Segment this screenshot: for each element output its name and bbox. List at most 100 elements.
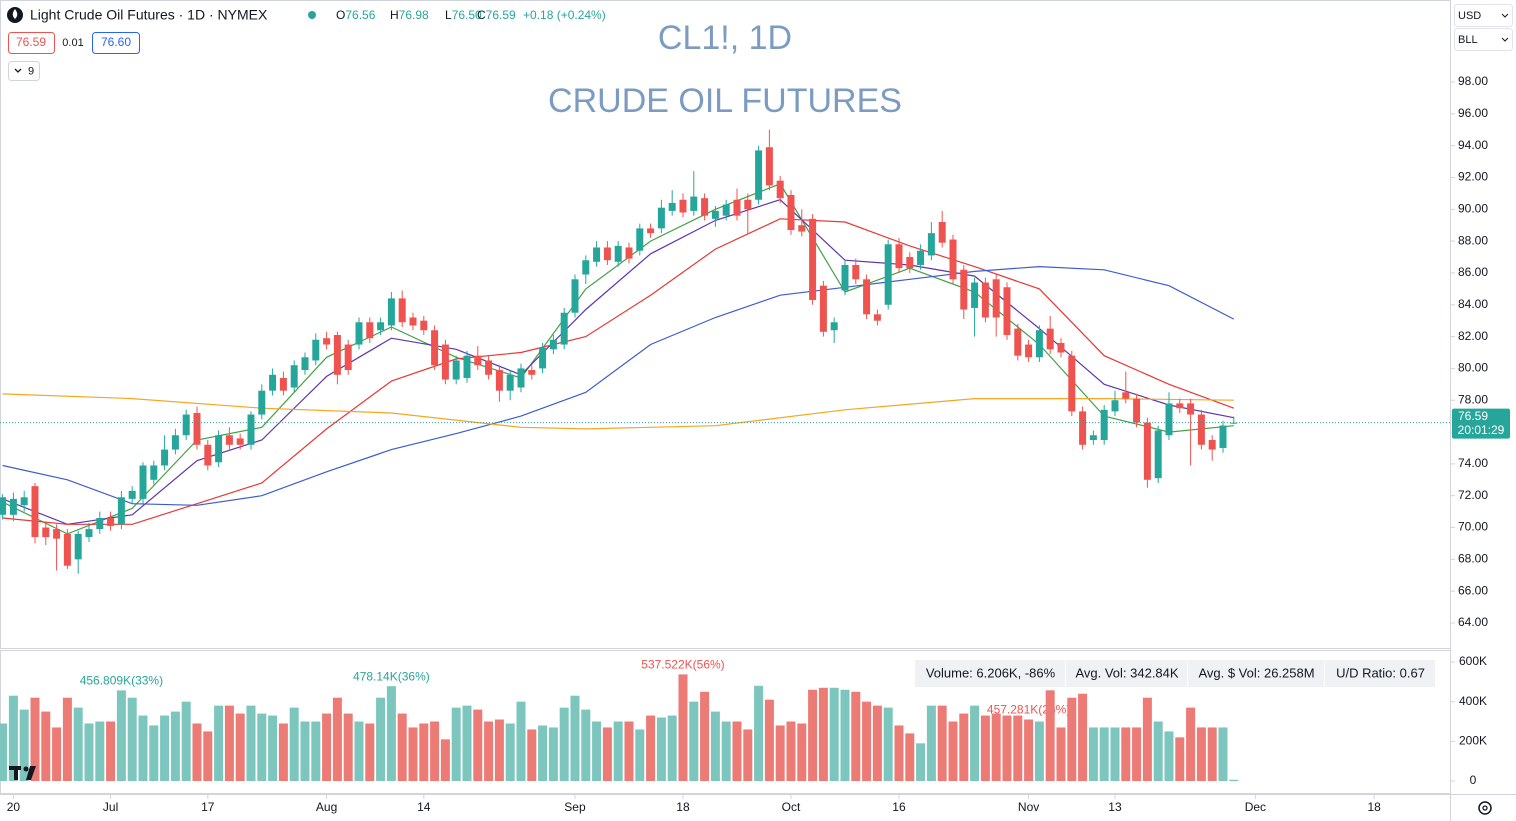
volume-stat-box [915, 660, 1065, 687]
volume-bar [8, 695, 18, 781]
volume-bar [1207, 727, 1217, 781]
volume-stat-box [1066, 660, 1187, 687]
spread: 0.01 [62, 37, 83, 49]
candle-body [107, 517, 115, 526]
volume-bar [559, 707, 569, 781]
unit-select[interactable] [1454, 28, 1513, 51]
volume-bar [19, 709, 29, 781]
volume-bar [764, 699, 774, 781]
candle-body [744, 199, 752, 210]
candle-body [582, 260, 590, 275]
y-tick-label: 68.00 [1458, 552, 1488, 566]
ohlc-low: L76.50 [445, 8, 482, 22]
volume-bar [1142, 697, 1152, 781]
candle-body [387, 298, 395, 326]
candle-body [549, 339, 557, 350]
candle-body [863, 279, 871, 315]
volume-label: 456.809K(33%) [80, 674, 163, 688]
volume-bar [581, 709, 591, 781]
candle-body [431, 330, 439, 366]
candle-body [171, 435, 179, 450]
ohlc-value: 76.98 [399, 8, 429, 22]
indicators-toggle[interactable] [8, 61, 40, 81]
x-tick-label: 14 [417, 800, 431, 814]
volume-bar [138, 715, 148, 781]
chevron-icon [1501, 13, 1509, 18]
volume-bar [1024, 719, 1034, 781]
volume-bar [354, 721, 364, 781]
candle-body [409, 317, 417, 326]
volume-bar [1067, 697, 1077, 781]
volume-bar [851, 691, 861, 781]
candle-body [333, 334, 341, 375]
x-tick-label: Nov [1018, 800, 1039, 814]
candle-body [1057, 342, 1065, 353]
candle-body [323, 338, 331, 345]
candle-body [258, 390, 266, 415]
candle-body [225, 435, 233, 445]
candle-body [625, 247, 633, 259]
sell-box[interactable] [8, 32, 55, 54]
volume-bar [30, 697, 40, 781]
ohlc-label: L [445, 8, 452, 22]
volume-bars: 456.809K(33%) 478.14K(36%) 537.522K(56%) 45… [0, 658, 1239, 781]
volume-label: 457.281K(26%) [987, 703, 1070, 717]
currency-select[interactable] [1454, 4, 1513, 27]
volume-bar [41, 711, 51, 781]
ohlc-close: C76.59 [477, 8, 516, 22]
x-tick-label: Sep [564, 800, 586, 814]
volume-bar [700, 691, 710, 781]
volume-bar [937, 705, 947, 781]
volume-tick-label: 600K [1459, 654, 1487, 668]
chevron-icon [1501, 37, 1509, 42]
volume-bar [84, 723, 94, 781]
volume-bar [1229, 779, 1239, 781]
volume-bar [970, 705, 980, 781]
volume-bar [732, 721, 742, 781]
volume-bar [721, 721, 731, 781]
x-tick-label: 18 [676, 800, 690, 814]
volume-bar [1013, 715, 1023, 781]
tradingview-logo[interactable] [9, 766, 36, 780]
candle-body [1187, 403, 1195, 415]
symbol-icon-drop [12, 9, 18, 19]
volume-tick-label: 400K [1459, 694, 1487, 708]
volume-bar [656, 717, 666, 781]
volume-bar [667, 715, 677, 781]
candle-body [1111, 400, 1119, 412]
volume-bar [430, 721, 440, 781]
volume-bar [386, 686, 396, 781]
candle-body [614, 245, 622, 262]
volume-bar [754, 685, 764, 781]
candle-body [139, 465, 147, 499]
logo-part [23, 766, 29, 772]
y-tick-label: 66.00 [1458, 583, 1488, 597]
volume-bar [73, 707, 83, 781]
ask-price: 76.60 [101, 35, 131, 49]
candle-body [236, 438, 244, 445]
volume-bar [268, 715, 278, 781]
volume-bar [106, 721, 116, 781]
candle-body [74, 533, 82, 560]
symbol-title[interactable]: Light Crude Oil Futures · 1D · NYMEX [30, 7, 268, 23]
candle-body [0, 497, 7, 515]
candle-body [960, 269, 968, 310]
settings-gear[interactable] [1478, 801, 1492, 815]
candle-body [117, 497, 125, 525]
candle-body [1219, 425, 1227, 448]
volume-stat-box [1188, 660, 1324, 687]
indicators-count: 9 [28, 65, 34, 77]
volume-bar [1110, 727, 1120, 781]
logo-part [26, 766, 36, 780]
buy-box[interactable] [92, 32, 140, 54]
candle-body [517, 368, 525, 388]
candle-body [1143, 422, 1151, 480]
volume-tick-label: 200K [1459, 734, 1487, 748]
volume-bar [224, 705, 234, 781]
ohlc-label: H [390, 8, 399, 22]
candle-body [755, 150, 763, 200]
volume-bar [494, 719, 504, 781]
candle-body [938, 222, 946, 243]
chevron-icon [14, 68, 22, 73]
